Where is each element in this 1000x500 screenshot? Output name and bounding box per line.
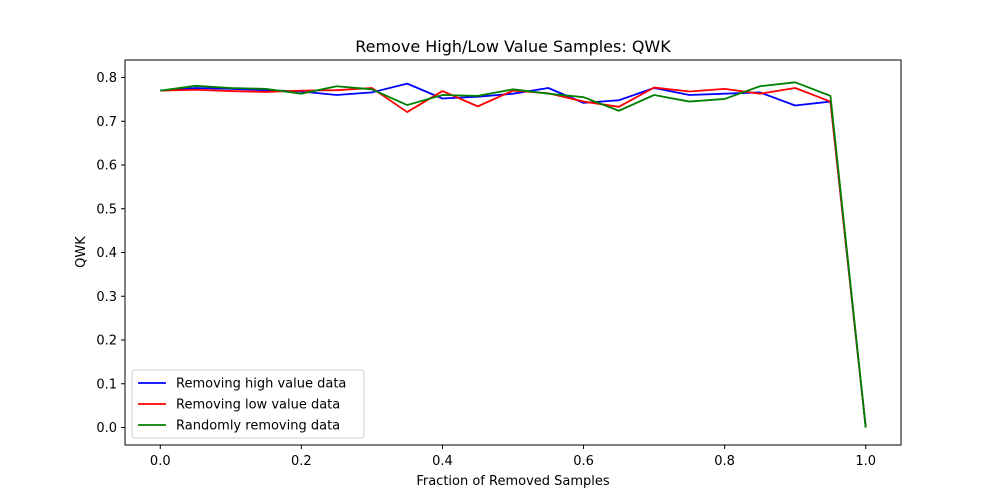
legend-label: Removing low value data <box>176 398 340 413</box>
y-axis-label: QWK <box>74 236 89 268</box>
legend-label: Randomly removing data <box>176 419 340 434</box>
x-tick-label: 1.0 <box>855 454 876 469</box>
y-tick-label: 0.6 <box>96 159 117 174</box>
legend-label: Removing high value data <box>176 377 346 392</box>
y-tick-label: 0.4 <box>96 246 117 261</box>
x-axis-label: Fraction of Removed Samples <box>416 474 610 489</box>
series-layer <box>160 81 867 428</box>
legend-box <box>131 369 365 439</box>
legend: Removing high value data Removing low val… <box>131 369 365 439</box>
y-axis: 0.0 0.1 0.2 0.3 0.4 0.5 0.6 0.7 0.8 <box>96 71 125 436</box>
x-tick-label: 0.4 <box>432 454 453 469</box>
y-tick-label: 0.3 <box>96 290 117 305</box>
y-tick-label: 0.8 <box>96 71 117 86</box>
x-tick-label: 0.0 <box>150 454 171 469</box>
x-tick-label: 0.6 <box>573 454 594 469</box>
y-tick-label: 0.0 <box>96 421 117 436</box>
y-tick-label: 0.5 <box>96 202 117 217</box>
x-axis: 0.0 0.2 0.4 0.6 0.8 1.0 <box>150 445 876 469</box>
y-tick-label: 0.2 <box>96 334 117 349</box>
series-line-2 <box>160 86 867 428</box>
x-tick-label: 0.2 <box>291 454 312 469</box>
series-line-3 <box>160 81 867 428</box>
y-tick-label: 0.7 <box>96 115 117 130</box>
x-tick-label: 0.8 <box>714 454 735 469</box>
y-tick-label: 0.1 <box>96 377 117 392</box>
chart-title: Remove High/Low Value Samples: QWK <box>355 37 671 56</box>
